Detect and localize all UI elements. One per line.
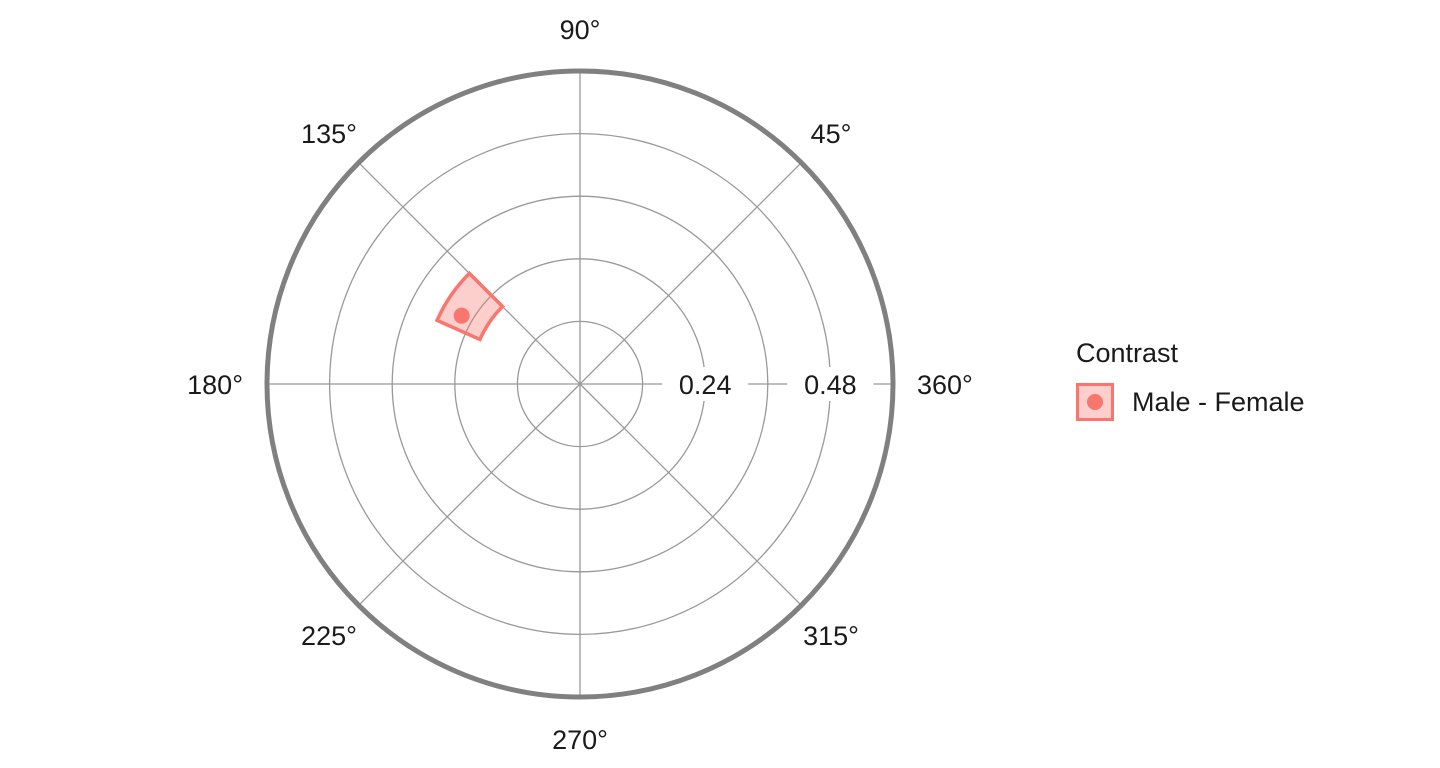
outer-border-circle	[264, 68, 896, 700]
ci-wedge-0-0	[434, 270, 506, 342]
legend-key-dot	[1087, 394, 1103, 410]
legend-item-male-female: Male - Female	[1076, 383, 1305, 421]
angle-tick-label-45: 45°	[811, 119, 852, 149]
angle-tick-label-0: 360°	[917, 370, 973, 400]
angle-tick-label-135: 135°	[301, 119, 357, 149]
legend-title: Contrast	[1076, 338, 1179, 368]
radial-tick-label-1: 0.48	[804, 370, 857, 400]
radial-tick-label-bg-1	[787, 367, 874, 401]
radial-tick-label-bg-0	[662, 367, 749, 401]
angle-spoke-315	[579, 383, 802, 606]
angle-tick-label-180: 180°	[187, 370, 243, 400]
tick-layer: 0.24 0.48 360° 45° 90° 135° 180° 225° 270° 315°	[187, 15, 973, 755]
angle-tick-label-315: 315°	[803, 621, 859, 651]
legend-label: Male - Female	[1132, 386, 1305, 417]
data-point-0-0	[453, 307, 470, 324]
angle-tick-label-270: 270°	[552, 725, 608, 755]
angle-tick-label-90: 90°	[560, 15, 601, 45]
legend-key	[1076, 383, 1114, 421]
data-layer	[434, 270, 506, 342]
legend: Contrast Male - Female	[1076, 338, 1305, 421]
angle-tick-label-225: 225°	[301, 621, 357, 651]
angle-spoke-45	[579, 162, 802, 385]
radial-tick-label-0: 0.24	[679, 370, 732, 400]
angle-spoke-225	[358, 383, 581, 606]
